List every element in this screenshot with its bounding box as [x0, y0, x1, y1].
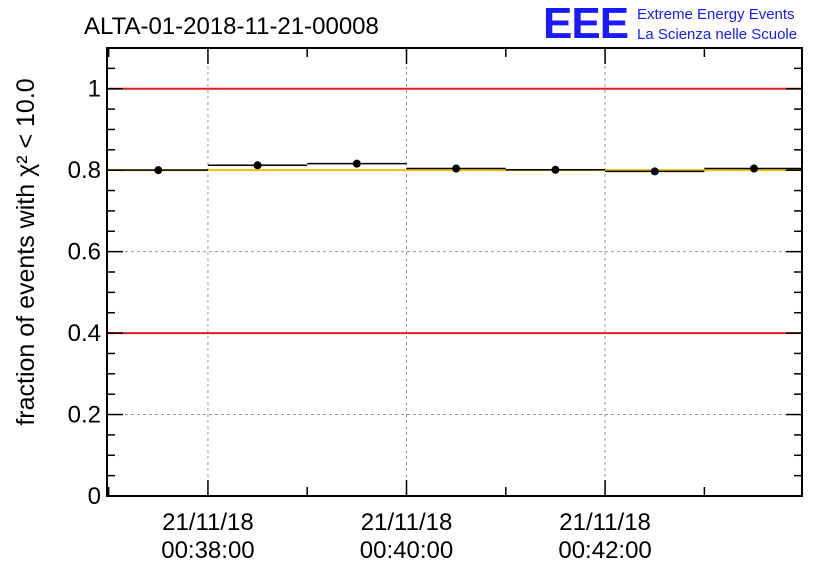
y-tick-label: 0.6	[68, 239, 101, 266]
x-tick-label-date: 21/11/18	[361, 509, 453, 536]
y-tick-label: 0.2	[68, 402, 101, 429]
reference-lines	[107, 87, 802, 335]
y-axis-label: fraction of events with χ² < 10.0	[12, 78, 40, 425]
eee-logo-line1: Extreme Energy Events	[637, 6, 795, 23]
eee-logo-line2: La Scienza nelle Scuole	[637, 26, 797, 43]
x-tick-label-date: 21/11/18	[162, 509, 254, 536]
y-tick-label: 0.8	[68, 157, 101, 184]
y-tick-label: 0	[88, 483, 101, 510]
data-point	[650, 167, 659, 176]
data-point	[452, 164, 461, 173]
data-point	[154, 166, 163, 175]
y-tick-label: 1	[88, 76, 101, 103]
x-tick-label-time: 00:38:00	[161, 537, 254, 564]
x-tick-label-date: 21/11/18	[559, 509, 651, 536]
chart-title: ALTA-01-2018-11-21-00008	[84, 13, 379, 40]
data-point	[750, 164, 759, 173]
plot-frame	[106, 47, 803, 497]
data-point	[253, 161, 262, 170]
grid-layer	[107, 48, 802, 496]
x-tick-label-time: 00:42:00	[558, 537, 651, 564]
eee-logo: EEE Extreme Energy Events La Scienza nel…	[543, 0, 797, 48]
data-layer	[108, 159, 802, 176]
data-point	[352, 159, 361, 168]
eee-logo-mark: EEE	[543, 0, 628, 48]
data-point	[551, 165, 560, 174]
y-tick-label: 0.4	[68, 320, 101, 347]
x-tick-label-time: 00:40:00	[360, 537, 453, 564]
axis-layer: 00.20.40.60.8121/11/1800:38:0021/11/1800…	[68, 47, 803, 564]
